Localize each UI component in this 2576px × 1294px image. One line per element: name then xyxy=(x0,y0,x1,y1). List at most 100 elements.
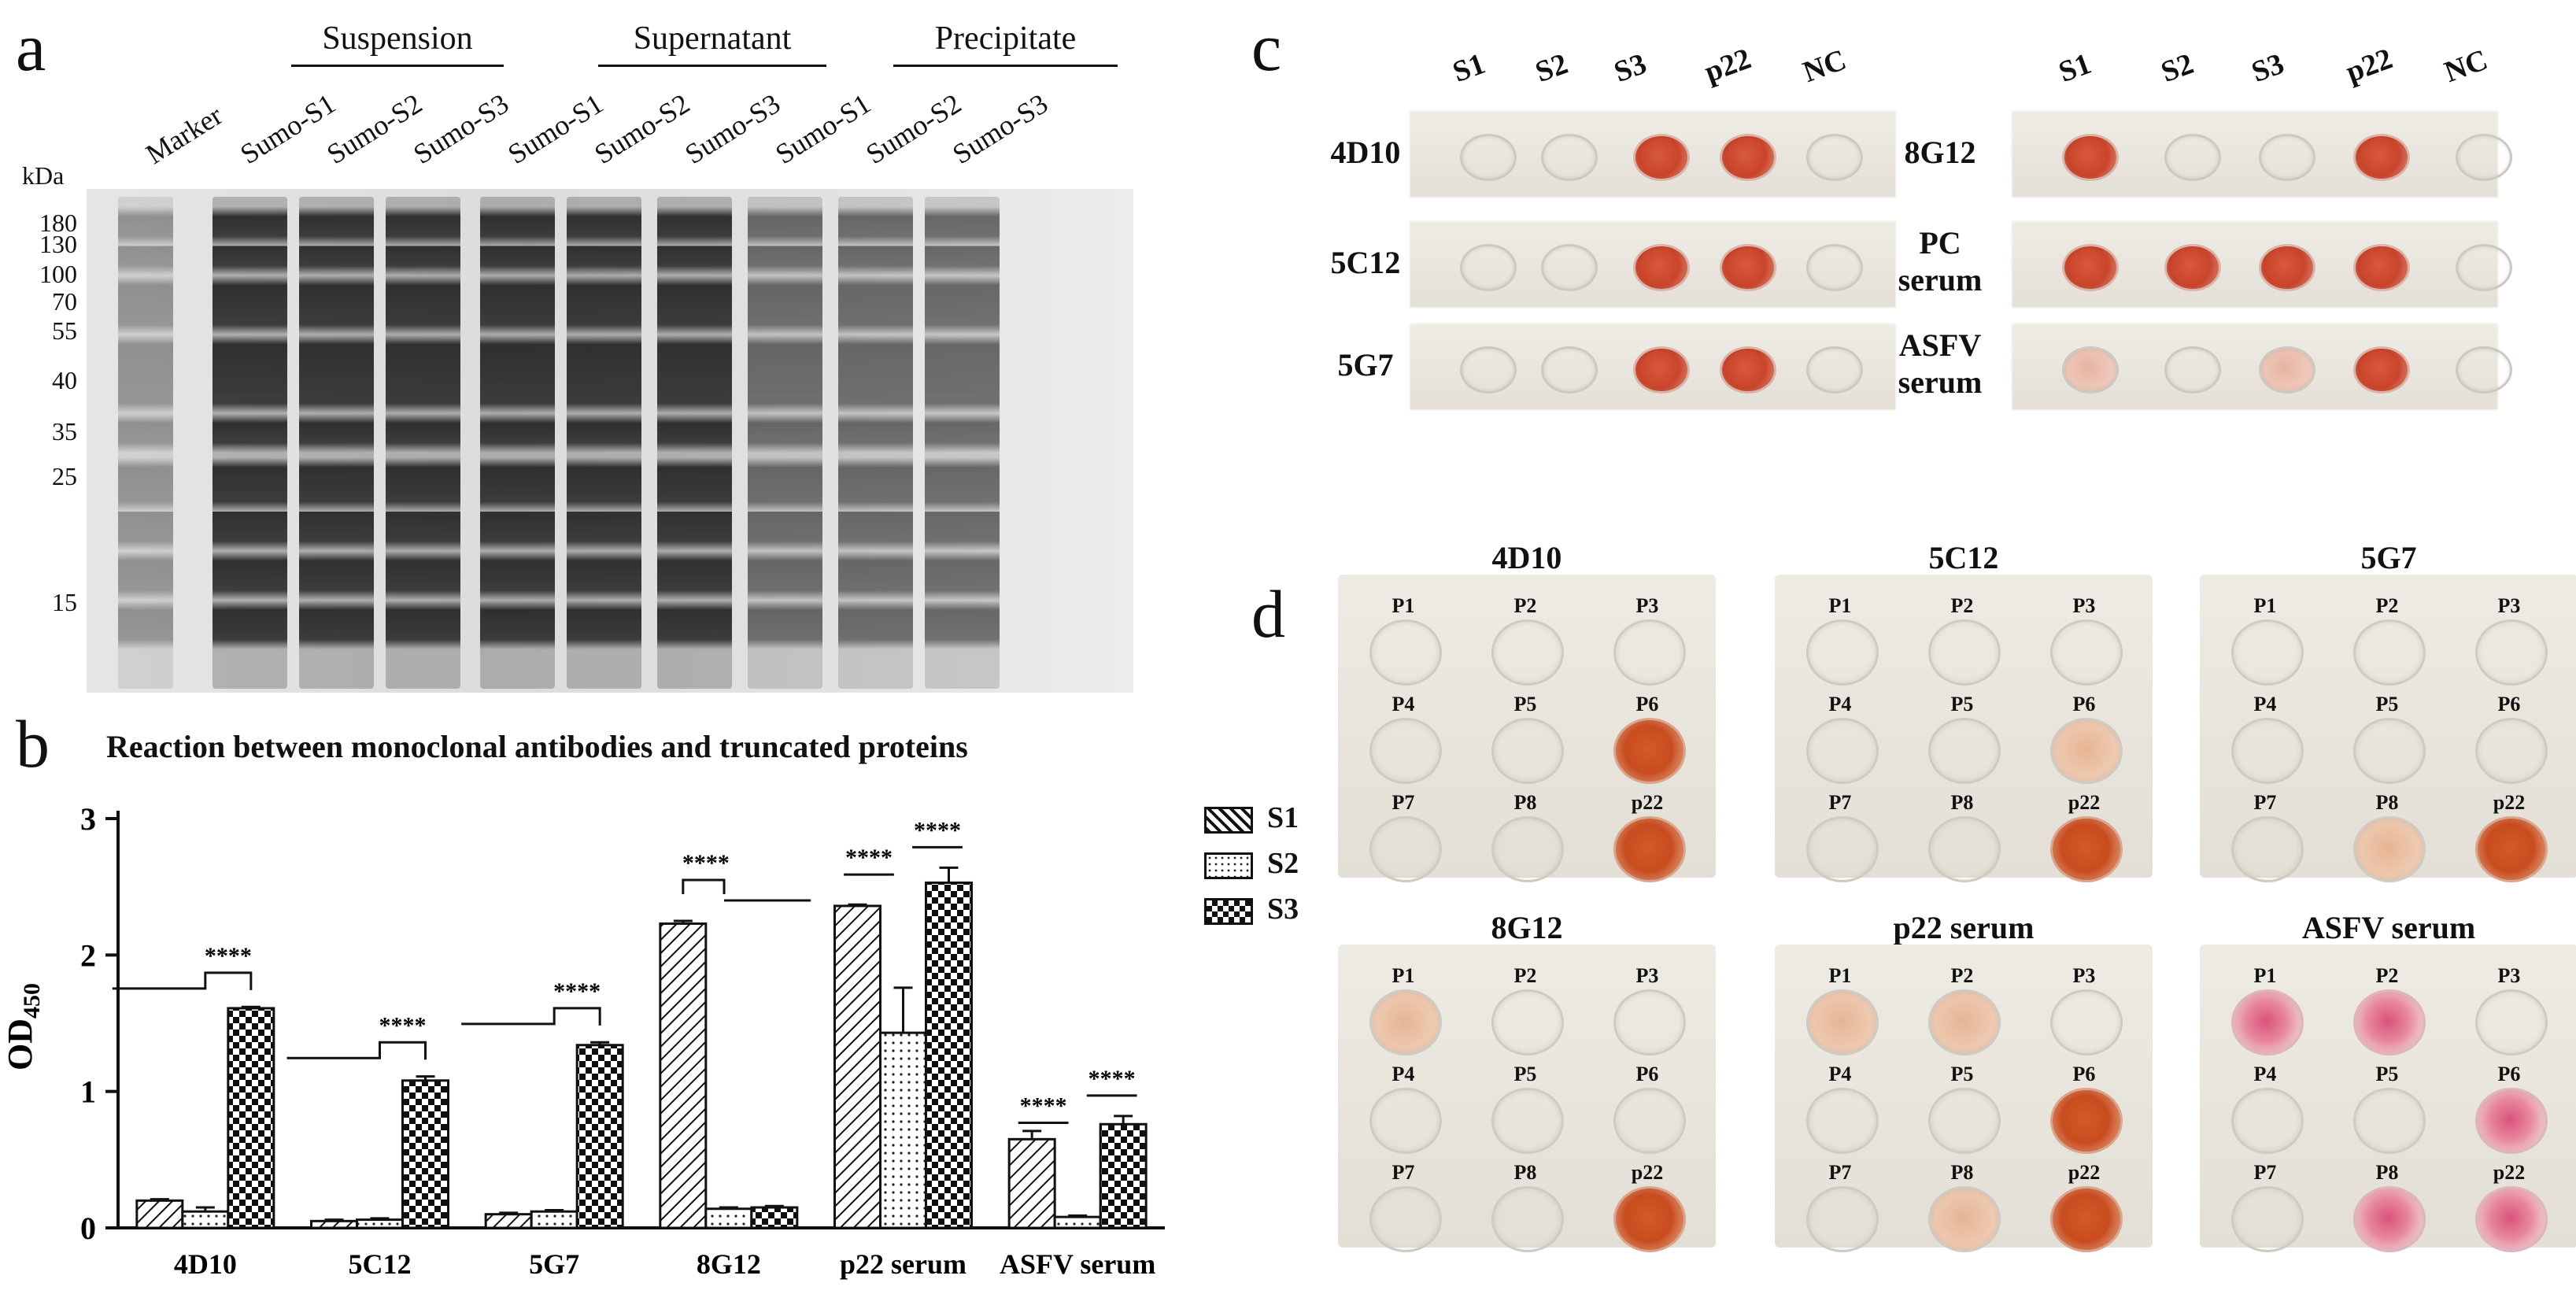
well-label: P5 xyxy=(2375,693,2399,715)
dot-spot xyxy=(1720,346,1776,394)
dot-blot-well xyxy=(2475,1088,2548,1154)
dot-spot xyxy=(2062,244,2119,291)
well-label: P4 xyxy=(2253,1063,2277,1085)
well-label: P2 xyxy=(1513,964,1537,987)
dot-blot-well xyxy=(2353,1088,2426,1154)
dot-spot xyxy=(1720,244,1776,291)
dot-blot-well xyxy=(1369,989,1442,1056)
bar-s1 xyxy=(310,1219,358,1229)
dot-spot xyxy=(2164,346,2221,394)
well-label: P5 xyxy=(1950,1063,1974,1085)
well-label: P7 xyxy=(1391,1161,1415,1184)
legend-label: S2 xyxy=(1267,847,1299,880)
strip-antibody-subname: serum xyxy=(1898,364,1983,400)
well-label: P2 xyxy=(1950,594,1974,617)
gel-lane-label: Marker xyxy=(140,99,228,171)
gel-lane xyxy=(748,197,822,689)
strip-column-label: S2 xyxy=(1531,46,1573,90)
strip-column-label: p22 xyxy=(2341,42,2397,90)
bar-s3 xyxy=(227,1007,275,1229)
legend-label: S3 xyxy=(1267,893,1299,926)
gel-marker-label: 15 xyxy=(52,588,77,616)
well-label: P1 xyxy=(1828,964,1852,987)
strip-column-label: S1 xyxy=(2054,46,2096,90)
dot-blot-well xyxy=(1369,1186,1442,1252)
dot-blot-well xyxy=(1806,816,1879,882)
x-category-label: 8G12 xyxy=(697,1248,761,1280)
bar-s3 xyxy=(925,881,973,1229)
significance-label: **** xyxy=(553,978,601,1004)
well-label: P7 xyxy=(2253,1161,2277,1184)
bar-s1 xyxy=(659,922,708,1229)
well-label: P8 xyxy=(1513,1161,1537,1184)
bar-s1 xyxy=(135,1199,184,1229)
strip-antibody-name: PC xyxy=(1919,225,1961,261)
dot-blot-well xyxy=(2475,1186,2548,1252)
strip-column-label: NC xyxy=(1798,43,1851,90)
dot-blot-well xyxy=(1369,718,1442,784)
significance-bracket xyxy=(682,878,726,894)
gel-lane-label: Sumo-S3 xyxy=(408,87,515,171)
gel-group-line xyxy=(893,65,1118,67)
gel-group-label: Suspension xyxy=(322,20,473,57)
strip-column-label: S1 xyxy=(1448,46,1490,90)
significance-label: **** xyxy=(1020,1093,1067,1119)
well-label: P6 xyxy=(2072,693,2096,715)
well-label: P3 xyxy=(1635,964,1659,987)
well-label: p22 xyxy=(2493,1161,2526,1184)
dot-blot-well xyxy=(1928,816,2001,882)
significance-label: **** xyxy=(379,1012,427,1038)
significance-label: **** xyxy=(845,845,893,871)
gel-lane-label: Sumo-S2 xyxy=(860,87,967,171)
significance-label: **** xyxy=(1088,1066,1136,1092)
gel-lane-label: Sumo-S3 xyxy=(947,87,1054,171)
well-label: P2 xyxy=(2375,594,2399,617)
gel-lane xyxy=(299,197,374,689)
dot-spot xyxy=(2164,244,2221,291)
gel-lane xyxy=(657,197,732,689)
dot-blot-well xyxy=(2353,718,2426,784)
well-label: P4 xyxy=(1391,1063,1415,1085)
bar-s1 xyxy=(484,1213,533,1229)
gel-group-line xyxy=(598,65,826,67)
chart-title: Reaction between monoclonal antibodies a… xyxy=(106,729,968,764)
dot-blot-well xyxy=(2050,1186,2123,1252)
gel-lane xyxy=(925,197,1000,689)
dot-blot-well xyxy=(2353,619,2426,686)
dot-blot-well xyxy=(2231,989,2304,1056)
gel-lane-label: Sumo-S2 xyxy=(321,87,428,171)
legend-swatch-s2 xyxy=(1204,852,1253,879)
panel-letter-b: b xyxy=(16,706,50,782)
dot-blot-well xyxy=(1806,1088,1879,1154)
well-label: P1 xyxy=(1391,594,1415,617)
well-label: P8 xyxy=(2375,791,2399,814)
sds-page-gel xyxy=(87,189,1133,693)
strip-row-label: 5C12 xyxy=(1306,244,1425,281)
bar-s2 xyxy=(1053,1215,1102,1229)
well-label: P1 xyxy=(1391,964,1415,987)
dot-blot-well xyxy=(2050,816,2123,882)
well-label: P7 xyxy=(1391,791,1415,814)
dot-blot-well xyxy=(2353,816,2426,882)
bar-s2 xyxy=(181,1210,230,1229)
gel-marker-label: 55 xyxy=(52,316,77,345)
dot-spot xyxy=(2353,244,2410,291)
strip-column-label: S3 xyxy=(1610,46,1651,90)
bar-s2 xyxy=(356,1218,404,1229)
gel-lane-label: Sumo-S3 xyxy=(679,87,786,171)
bar-s2 xyxy=(704,1207,753,1229)
gel-group-label: Precipitate xyxy=(934,20,1077,57)
dot-spot xyxy=(1633,244,1690,291)
y-tick-label: 3 xyxy=(80,801,96,837)
dot-blot-well xyxy=(1806,989,1879,1056)
dot-spot xyxy=(2259,134,2315,181)
dot-blot-well xyxy=(1806,718,1879,784)
membrane-title: ASFV serum xyxy=(2301,910,2476,945)
well-label: P3 xyxy=(2497,964,2521,987)
well-label: p22 xyxy=(1631,1161,1664,1184)
panel-letter-c: c xyxy=(1251,9,1282,85)
dot-blot-well xyxy=(1369,816,1442,882)
dot-blot-well xyxy=(1613,1186,1686,1252)
dot-spot xyxy=(2164,134,2221,181)
dot-spot xyxy=(2259,346,2315,394)
